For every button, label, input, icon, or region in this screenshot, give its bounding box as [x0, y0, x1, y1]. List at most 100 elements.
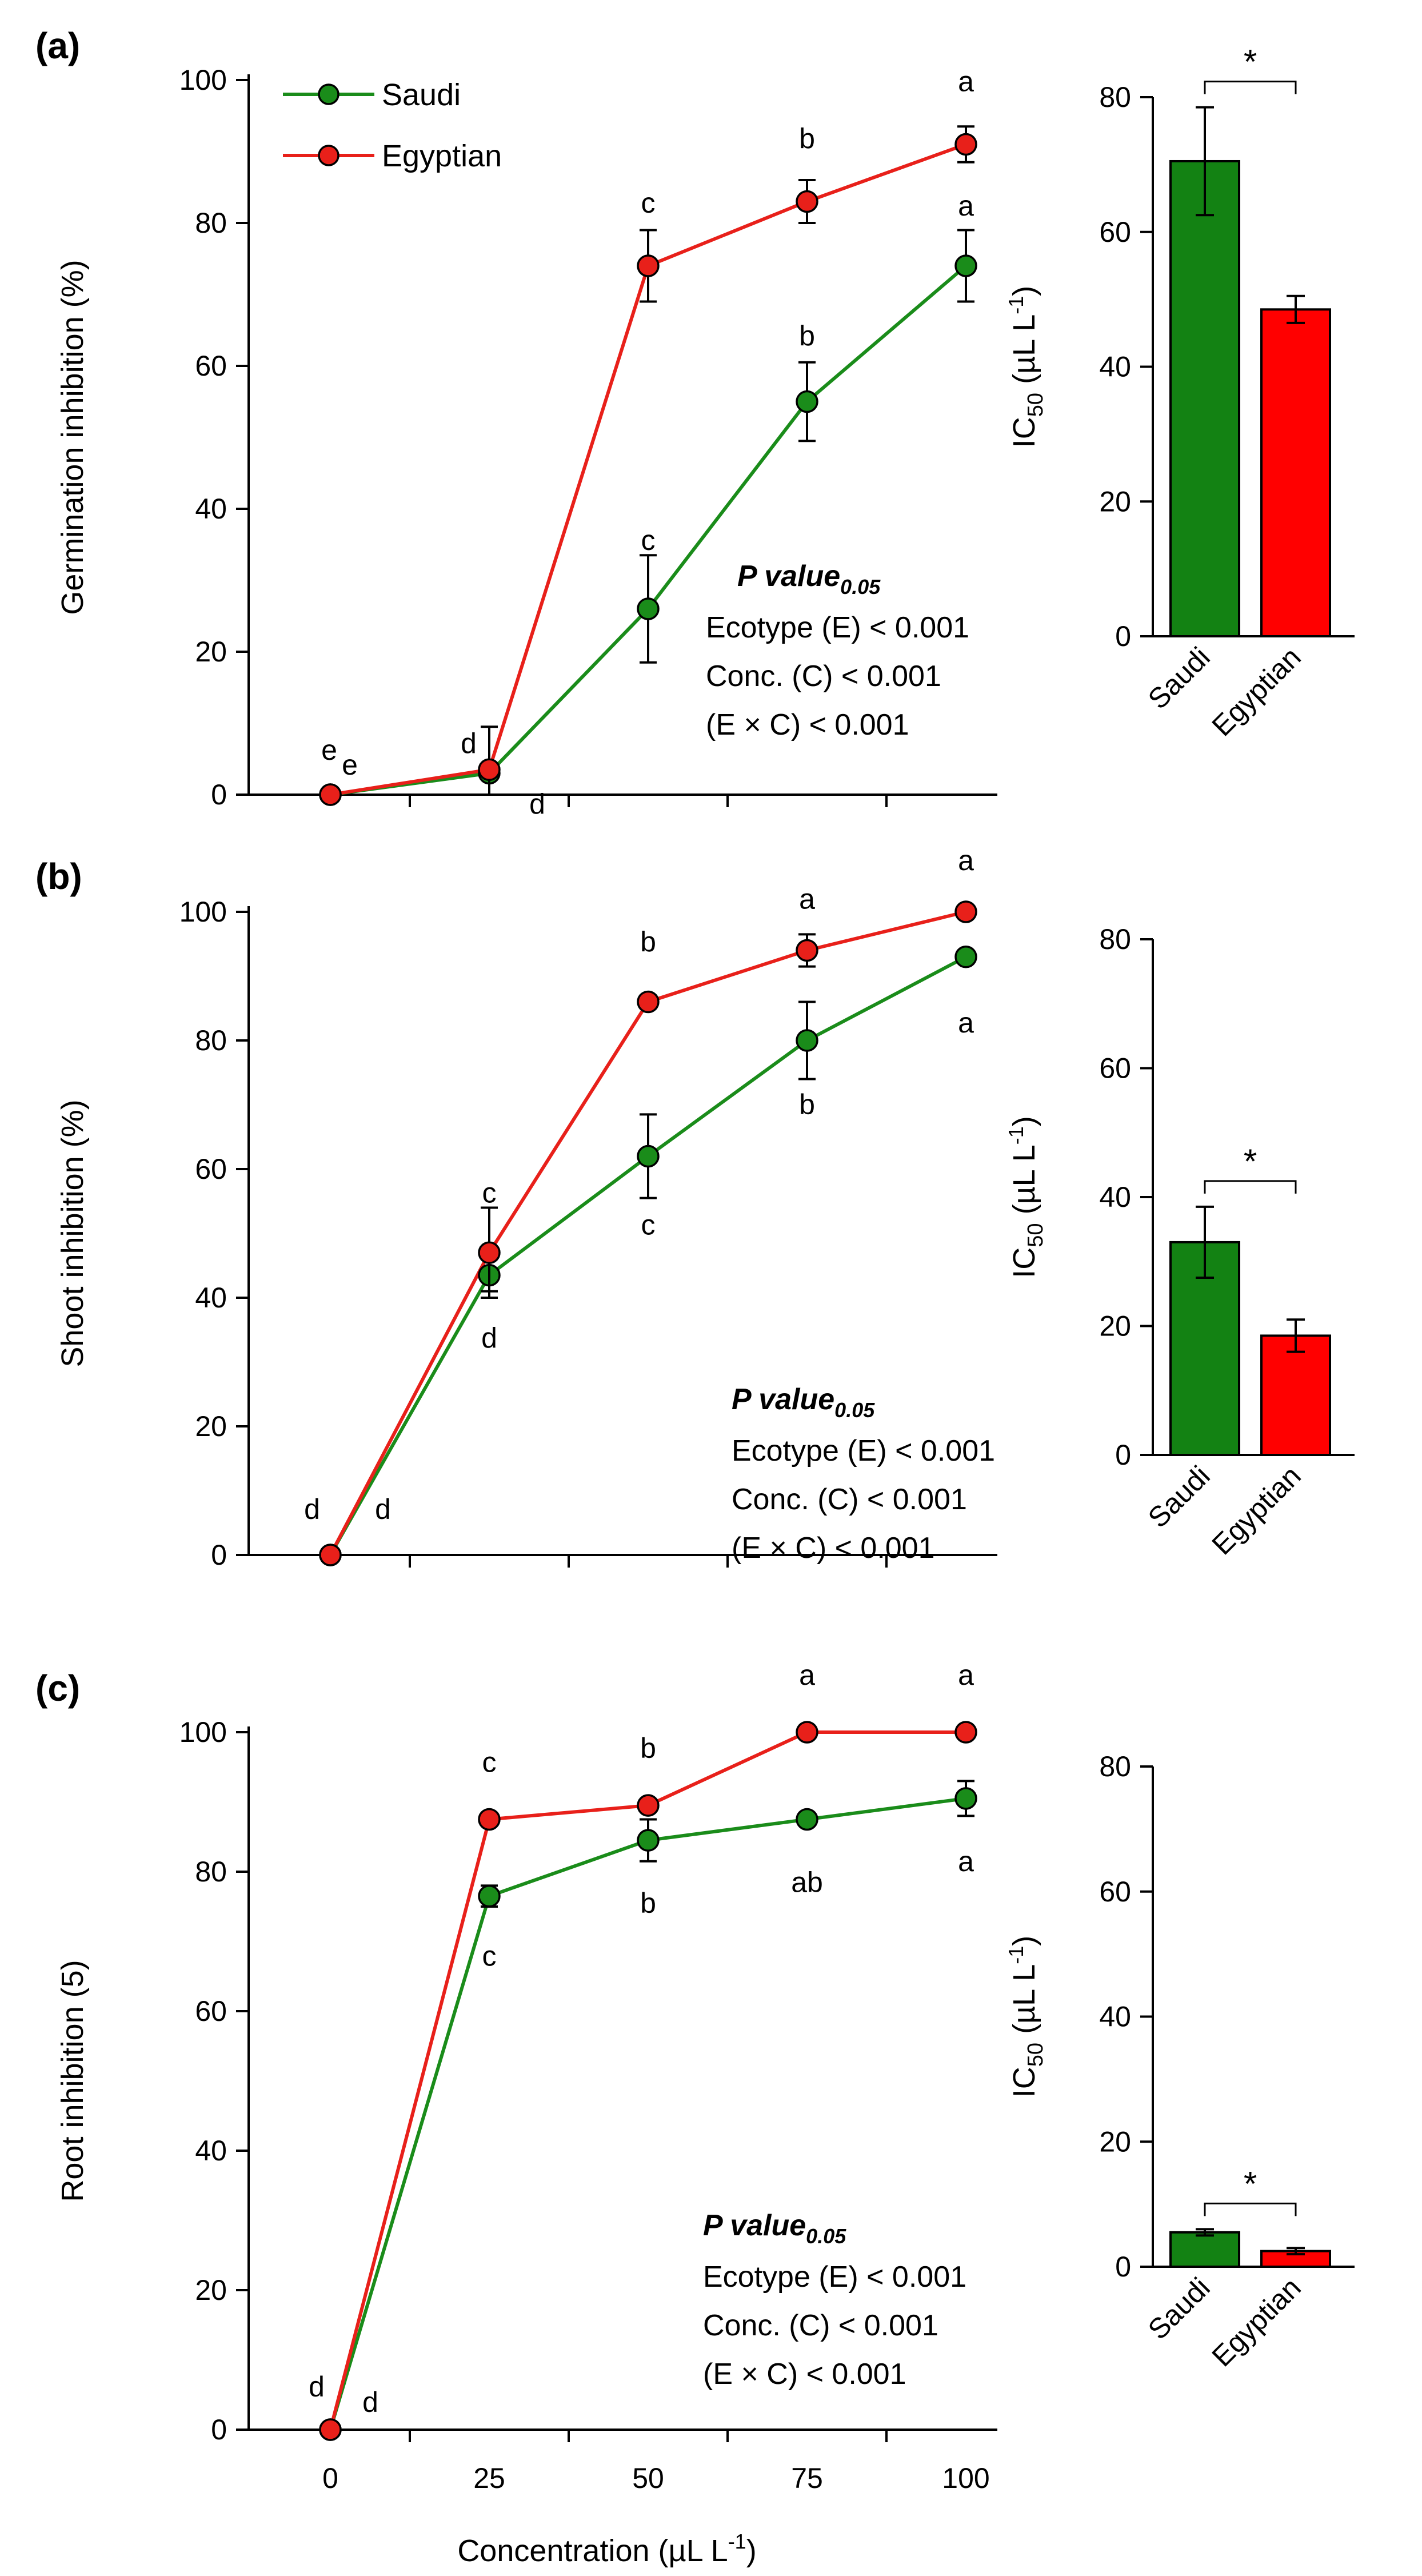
y-tick-label: 20 [195, 636, 227, 668]
y-tick-label: 100 [179, 896, 227, 928]
panel-label: (a) [35, 25, 80, 66]
p-value-title: P value0.05 [703, 2209, 846, 2248]
line-plot: 0 20 40 60 80 100 0 25 50 75 100 Root inhibition (5… [55, 1659, 997, 2494]
significance-bracket [1204, 1180, 1297, 1194]
significance-asterisk: * [1244, 1142, 1257, 1181]
y-tick-label: 60 [195, 350, 227, 382]
significance-letter: a [958, 844, 974, 876]
significance-asterisk: * [1244, 43, 1257, 81]
bar-y-tick-label: 20 [1099, 485, 1131, 517]
y-tick-label: 0 [211, 2414, 227, 2446]
p-value-title: P value0.05 [737, 560, 881, 599]
data-point-saudi [637, 1829, 660, 1852]
line-plot: 0 20 40 60 80 100 Shoot inhibition (%) d d c b a d c b… [55, 844, 997, 1571]
data-point-saudi [954, 946, 977, 968]
p-value-title: P value0.05 [732, 1383, 875, 1422]
data-point-saudi [954, 1787, 977, 1810]
bar-y-tick-label: 0 [1115, 2251, 1131, 2283]
y-tick-label: 40 [195, 2135, 227, 2167]
p-value-interaction: (E × C) < 0.001 [703, 2358, 906, 2391]
significance-letter: c [482, 1746, 497, 1779]
significance-letter: c [641, 524, 656, 556]
ic50-bar-saudi [1169, 159, 1240, 637]
significance-letter: a [958, 190, 974, 222]
p-value-ecotype: Ecotype (E) < 0.001 [706, 611, 969, 644]
y-tick-label: 60 [195, 1995, 227, 2027]
data-point-saudi [796, 1808, 818, 1831]
bar-category-label: Egyptian [1206, 2271, 1307, 2372]
ic50-bar-egyptian [1260, 308, 1331, 637]
y-tick-label: 80 [195, 207, 227, 239]
panel-a: (a) 0 20 40 60 80 100 Germination inhibition (… [35, 25, 1355, 820]
data-point-saudi [954, 254, 977, 277]
bar-y-axis-title: IC50 (µL L-1) [1004, 1116, 1048, 1278]
significance-letter: c [641, 187, 656, 219]
bar-y-tick-label: 20 [1099, 1310, 1131, 1342]
data-point-egyptian [637, 1794, 660, 1817]
x-tick-label: 50 [632, 2462, 664, 2494]
significance-letter: a [958, 1007, 974, 1039]
data-point-egyptian [796, 1721, 818, 1744]
bar-y-tick-label: 20 [1099, 2126, 1131, 2158]
bar-y-tick-label: 40 [1099, 351, 1131, 383]
p-value-conc: Conc. (C) < 0.001 [703, 2309, 938, 2342]
y-tick-label: 40 [195, 1282, 227, 1314]
y-tick-label: 100 [179, 64, 227, 96]
x-tick-label: 25 [473, 2462, 505, 2494]
significance-letter: b [640, 1887, 656, 1919]
legend-marker-egyptian [318, 145, 339, 166]
p-value-ecotype: Ecotype (E) < 0.001 [703, 2260, 966, 2294]
data-point-egyptian [796, 939, 818, 962]
significance-letter: e [321, 734, 337, 766]
ic50-bar-saudi [1169, 2231, 1240, 2268]
y-tick-label: 20 [195, 1410, 227, 1442]
y-axis-title: Shoot inhibition (%) [55, 1099, 90, 1367]
data-point-egyptian [796, 190, 818, 213]
line-plot: 0 20 40 60 80 100 Germination inhibition (%) e d… [55, 64, 997, 820]
significance-bracket [1204, 2202, 1297, 2216]
data-point-saudi [796, 1029, 818, 1052]
significance-letter: b [799, 123, 815, 155]
y-tick-label: 20 [195, 2274, 227, 2306]
ic50-bar-egyptian [1260, 1334, 1331, 1457]
significance-letter: b [799, 1088, 815, 1120]
significance-letter: c [482, 1177, 497, 1209]
data-point-egyptian [637, 990, 660, 1014]
significance-letter: a [958, 1845, 974, 1877]
bar-y-tick-label: 80 [1099, 81, 1131, 113]
p-value-ecotype: Ecotype (E) < 0.001 [732, 1434, 995, 1468]
data-point-egyptian [319, 2418, 342, 2441]
bar-y-tick-label: 40 [1099, 1181, 1131, 1213]
data-point-egyptian [319, 1544, 342, 1566]
bar-y-tick-label: 60 [1099, 216, 1131, 248]
bar-category-label: Egyptian [1206, 641, 1307, 742]
significance-letter: c [482, 1940, 497, 1972]
bar-y-axis-title: IC50 (µL L-1) [1004, 1936, 1048, 2098]
panel-b: (b) 0 20 40 60 80 100 Shoot inhibition (%) d d c b… [35, 844, 1355, 1571]
legend-label-egyptian: Egyptian [382, 139, 502, 173]
y-tick-label: 80 [195, 1856, 227, 1888]
significance-letter: d [481, 1322, 497, 1354]
significance-letter: ab [791, 1867, 823, 1899]
legend: Saudi Egyptian [283, 78, 502, 173]
data-point-egyptian [954, 133, 977, 156]
data-point-saudi [796, 390, 818, 413]
y-tick-label: 80 [195, 1024, 227, 1056]
p-value-conc: Conc. (C) < 0.001 [706, 660, 941, 693]
data-point-egyptian [954, 900, 977, 923]
y-tick-label: 100 [179, 1716, 227, 1748]
bar-y-tick-label: 60 [1099, 1052, 1131, 1084]
significance-letter: d [304, 1493, 320, 1525]
significance-letter: a [799, 883, 815, 915]
significance-letter: d [309, 2371, 325, 2403]
data-point-egyptian [637, 254, 660, 277]
significance-letter: e [342, 749, 358, 781]
y-axis-title: Germination inhibition (%) [55, 260, 90, 615]
x-tick-label: 75 [791, 2462, 823, 2494]
significance-letter: d [461, 728, 477, 760]
significance-letter: b [640, 1732, 656, 1764]
y-tick-label: 0 [211, 1539, 227, 1571]
